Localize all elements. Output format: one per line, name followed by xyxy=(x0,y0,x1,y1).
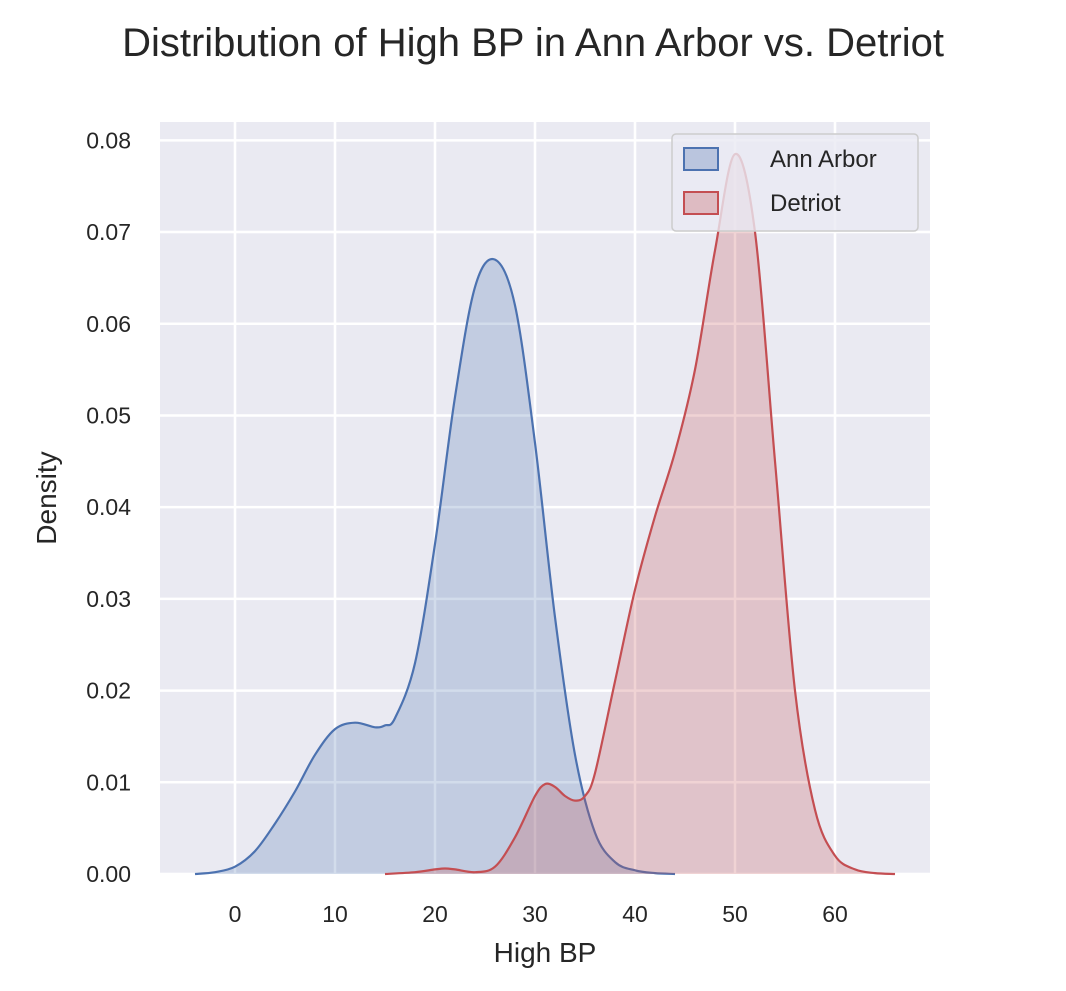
y-axis-label: Density xyxy=(31,451,62,544)
legend-box xyxy=(671,133,919,232)
x-tick-label: 50 xyxy=(722,901,748,927)
x-tick-label: 10 xyxy=(322,901,348,927)
x-tick-labels: 0 10 20 30 40 50 60 xyxy=(229,901,848,927)
y-tick-label: 0.08 xyxy=(86,127,131,153)
y-tick-label: 0.07 xyxy=(86,219,131,245)
x-tick-label: 20 xyxy=(422,901,448,927)
x-axis-label: High BP xyxy=(494,937,597,968)
y-tick-label: 0.01 xyxy=(86,769,131,795)
legend-label-ann-arbor: Ann Arbor xyxy=(770,146,877,173)
x-tick-label: 30 xyxy=(522,901,548,927)
chart-title: Distribution of High BP in Ann Arbor vs.… xyxy=(122,21,944,65)
detriot-density-line xyxy=(384,152,896,876)
x-tick-label: 60 xyxy=(822,901,848,927)
y-tick-label: 0.02 xyxy=(86,678,131,704)
plot-area xyxy=(160,122,930,874)
legend-swatch-ann-arbor xyxy=(683,147,719,171)
x-tick-label: 40 xyxy=(622,901,648,927)
y-tick-label: 0.04 xyxy=(86,494,131,520)
y-tick-labels: 0.00 0.01 0.02 0.03 0.04 0.05 0.06 0.07 0.08 xyxy=(86,127,131,887)
x-tick-label: 0 xyxy=(229,901,242,927)
legend: Ann Arbor Detriot xyxy=(671,133,919,232)
density-areas xyxy=(194,152,896,876)
ann-arbor-density-area xyxy=(195,258,675,874)
legend-swatch-detriot xyxy=(683,191,719,215)
y-tick-label: 0.05 xyxy=(86,402,131,428)
y-tick-label: 0.06 xyxy=(86,311,131,337)
legend-label-detriot: Detriot xyxy=(770,190,841,217)
detriot-density-area xyxy=(385,153,895,875)
y-tick-label: 0.03 xyxy=(86,586,131,612)
y-tick-label: 0.00 xyxy=(86,861,131,887)
grid-lines xyxy=(160,122,930,876)
